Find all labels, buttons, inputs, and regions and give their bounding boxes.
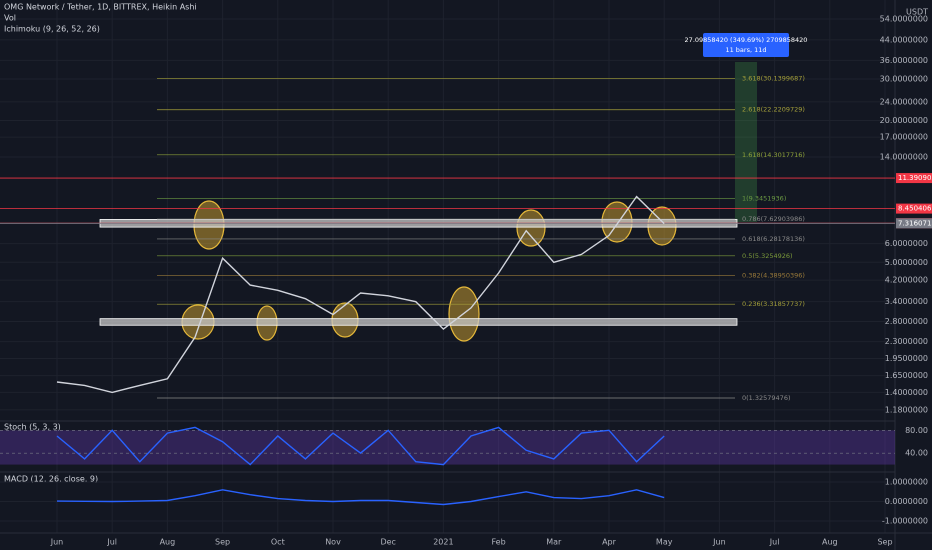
x-tick-label: Aug: [822, 538, 838, 547]
stoch-tick-label: 80.00: [905, 426, 928, 435]
x-tick-label: Jul: [769, 538, 780, 547]
fib-label: 0(1.32579476): [742, 394, 791, 402]
y-tick-label: 36.0000000: [880, 56, 928, 65]
fib-label: 3.618(30.1399687): [742, 75, 805, 83]
fib-label: 1.618(14.3017716): [742, 151, 805, 159]
price-line-series: [56, 426, 665, 466]
price-tag: [896, 173, 932, 184]
y-tick-label: 6.0000000: [885, 239, 928, 248]
fib-label: 0.236(3.31857737): [742, 300, 805, 308]
y-tick-label: 3.4000000: [885, 297, 928, 306]
measure-bars: 11 bars, 11d: [725, 46, 766, 54]
title: OMG Network / Tether, 1D, BITTREX, Heiki…: [4, 3, 197, 12]
x-tick-label: Feb: [492, 538, 506, 547]
y-tick-label: 1.4000000: [885, 388, 928, 397]
x-tick-label: Sep: [877, 538, 892, 547]
y-tick-label: 14.0000000: [880, 152, 928, 161]
x-tick-label: Apr: [602, 538, 617, 547]
grid: [0, 0, 895, 533]
price-tag: [896, 218, 932, 229]
x-tick-label: Jul: [106, 538, 117, 547]
currency: USDT: [906, 8, 928, 17]
price-line-series: [56, 195, 665, 394]
y-tick-label: 2.3000000: [885, 337, 928, 346]
zone: [99, 318, 738, 326]
x-tick-label: Nov: [325, 538, 341, 547]
y-tick-label: 4.2000000: [885, 276, 928, 285]
stoch-tick-label: 40.00: [905, 449, 928, 458]
x-tick-label: Jun: [712, 538, 726, 547]
stoch-band: [0, 430, 895, 465]
y-tick-label: 2.8000000: [885, 317, 928, 326]
x-tick-label: Sep: [215, 538, 230, 547]
macd-label: MACD (12, 26, close, 9): [4, 475, 98, 484]
x-tick-label: Jun: [50, 538, 64, 547]
measure-box: [703, 33, 789, 57]
fib-label: 0.618(6.28178136): [742, 235, 805, 243]
y-tick-label: 30.0000000: [880, 75, 928, 84]
macd-tick-label: -1.0000000: [882, 517, 928, 526]
y-tick-label: 24.0000000: [880, 97, 928, 106]
price-tag: [896, 203, 932, 214]
macd-tick-label: 0.0000000: [885, 497, 928, 506]
x-tick-label: Oct: [271, 538, 285, 547]
measure-label: 27.09858420 (349.69%) 2709858420: [685, 36, 808, 44]
y-tick-label: 44.0000000: [880, 35, 928, 44]
circle: [516, 209, 546, 247]
fib-label: 0.5(5.3254926): [742, 252, 793, 260]
y-tick-label: 1.9500000: [885, 354, 928, 363]
fib-label: 0.382(4.38950396): [742, 272, 805, 280]
x-tick-label: Aug: [160, 538, 176, 547]
fib-label: 2.618(22.2209729): [742, 106, 805, 114]
macd-tick-label: 1.0000000: [885, 478, 928, 487]
stoch-label: Stoch (5, 3, 3): [4, 423, 61, 432]
ichimoku-label: Ichimoku (9, 26, 52, 26): [4, 25, 100, 34]
y-tick-label: 20.0000000: [880, 116, 928, 125]
price-tag-label: 7.3160713: [898, 219, 932, 227]
price-tag-label: 11.3909036: [898, 174, 932, 182]
volume-label: Vol: [4, 14, 16, 23]
y-tick-label: 5.0000000: [885, 258, 928, 267]
fib-label: 0.786(7.62903986): [742, 215, 805, 223]
fib-label: 1(9.3451936): [742, 194, 786, 202]
x-tick-label: Dec: [380, 538, 395, 547]
price-tag-label: 8.4504061: [898, 205, 932, 213]
x-tick-label: 2021: [433, 538, 453, 547]
y-tick-label: 17.0000000: [880, 133, 928, 142]
x-tick-label: May: [656, 538, 673, 547]
y-tick-label: 54.0000000: [880, 14, 928, 23]
x-tick-label: Mar: [546, 538, 562, 547]
y-tick-label: 1.6500000: [885, 371, 928, 380]
price-line-series: [56, 489, 665, 506]
measure-area: [735, 62, 757, 222]
y-tick-label: 1.1800000: [885, 405, 928, 414]
